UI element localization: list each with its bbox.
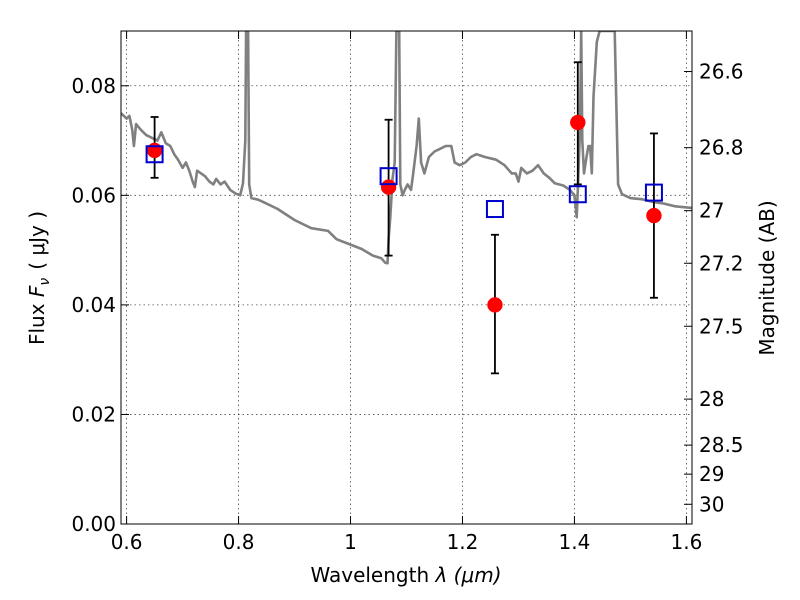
y-tick-label-0: 0.00 <box>71 512 116 536</box>
x-tick-label-1: 0.8 <box>223 530 255 554</box>
observed-point-1 <box>380 179 397 195</box>
y2-tick-label-1: 26.8 <box>699 136 744 160</box>
y-axis-title-math: F <box>25 285 49 297</box>
observed-point-4 <box>646 207 662 224</box>
model-photometry-point-1 <box>379 167 398 186</box>
x-axis: 0.6 0.8 1 1.2 1.4 1.6 <box>111 31 702 554</box>
plot-frame <box>120 30 693 525</box>
model-photometry-points <box>145 145 663 219</box>
y2-tick-label-2: 27 <box>699 199 724 223</box>
y-tick-label-2: 0.04 <box>71 293 116 317</box>
y-tick-label-3: 0.06 <box>71 183 116 207</box>
model-photometry-point-3 <box>568 185 587 204</box>
observed-point-0 <box>146 142 163 159</box>
y2-tick-label-3: 27.2 <box>699 251 744 275</box>
model-photometry-point-4 <box>644 183 663 202</box>
x-axis-title: Wavelength λ (μm) <box>310 563 501 587</box>
model-photometry-point-0 <box>145 145 164 164</box>
model-spectrum-line <box>121 31 692 265</box>
y2-tick-label-4: 27.5 <box>699 314 744 338</box>
y-tick-label-1: 0.02 <box>71 402 116 426</box>
y2-tick-label-0: 26.6 <box>699 60 744 84</box>
y-axis: 0.00 0.02 0.04 0.06 0.08 <box>71 74 129 536</box>
model-spectrum-layer <box>121 31 692 265</box>
x-tick-label-0: 0.6 <box>111 530 143 554</box>
y2-tick-label-7: 29 <box>699 462 724 486</box>
observed-point-2 <box>487 297 503 313</box>
x-tick-label-5: 1.6 <box>670 530 702 554</box>
model-photometry-point-2 <box>485 200 504 219</box>
x-tick-label-3: 1.2 <box>447 530 479 554</box>
y2-tick-label-6: 28.5 <box>699 433 744 457</box>
y-axis-title-sub: ν <box>37 278 53 286</box>
observed-point-3 <box>570 114 586 131</box>
y2-axis: 26.6 26.8 27 27.2 27.5 28 28.5 29 30 <box>684 60 744 516</box>
x-axis-title-text: Wavelength <box>310 563 435 587</box>
x-tick-label-2: 1 <box>344 530 357 554</box>
grid-lines <box>121 31 692 524</box>
y-tick-label-4: 0.08 <box>71 74 116 98</box>
y-axis-title-units: ( μJy ) <box>25 211 49 270</box>
x-tick-label-4: 1.4 <box>559 530 591 554</box>
y2-axis-title: Magnitude (AB) <box>755 200 779 355</box>
y2-tick-label-8: 30 <box>699 492 724 516</box>
y2-tick-label-5: 28 <box>699 387 724 411</box>
y-axis-title: Flux Fν ( μJy ) <box>25 211 53 345</box>
x-axis-title-math: λ (μm) <box>434 563 501 587</box>
y-axis-title-text: Flux <box>25 297 49 345</box>
